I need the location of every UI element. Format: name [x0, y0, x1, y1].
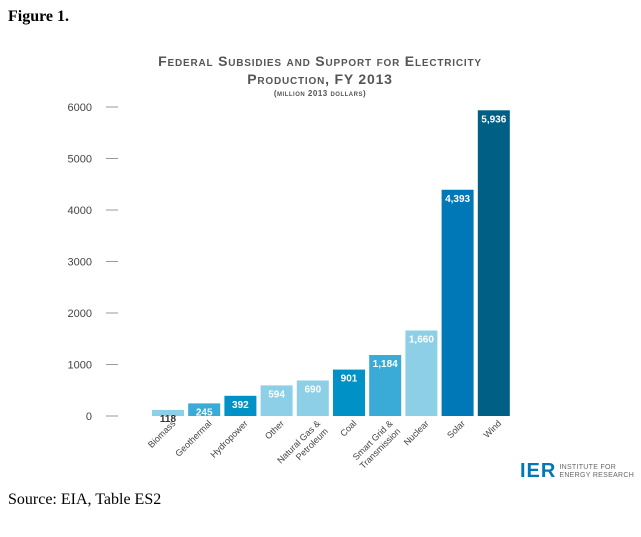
logo-mark: IER [520, 460, 557, 482]
y-tick-label: 6000 [68, 102, 92, 114]
ier-logo: IER INSTITUTE FOR ENERGY RESEARCH [520, 460, 634, 483]
bar [441, 189, 474, 416]
category-label: Coal [338, 418, 358, 438]
bar [224, 395, 257, 416]
category-label: Other [263, 418, 286, 441]
bar-value-label: 1,184 [373, 359, 398, 370]
chart-title-line-1: Federal Subsidies and Support for Electr… [158, 53, 482, 69]
chart-subtitle: (million 2013 dollars) [273, 89, 367, 98]
bar [296, 380, 329, 416]
y-tick-label: 0 [86, 411, 92, 423]
y-tick-label: 3000 [68, 257, 92, 269]
bar [152, 409, 184, 416]
bar-value-label: 392 [232, 400, 249, 411]
category-label: Hydropower [208, 418, 249, 459]
y-tick-label: 4000 [68, 205, 92, 217]
category-label: Smart Grid &Transmission [350, 418, 402, 470]
bar-value-label: 901 [341, 374, 358, 385]
logo-text: INSTITUTE FOR ENERGY RESEARCH [559, 464, 634, 480]
bar [333, 369, 365, 416]
bar-value-label: 245 [196, 407, 213, 418]
category-label: Wind [482, 418, 504, 440]
bar-value-label: 594 [268, 389, 285, 400]
bar [477, 110, 510, 417]
category-label: Solar [445, 418, 467, 440]
bar [260, 385, 293, 416]
logo-text-line-1: INSTITUTE FOR [559, 463, 617, 471]
bar-value-label: 4,393 [445, 194, 470, 205]
bar [188, 403, 221, 416]
chart-title-block: Federal Subsidies and Support for Electr… [100, 52, 540, 98]
figure-label: Figure 1. [8, 8, 70, 25]
chart-title-line-2: Production, FY 2013 [247, 71, 393, 87]
logo-text-line-2: ENERGY RESEARCH [559, 471, 635, 479]
bar-value-label: 118 [160, 414, 177, 425]
source-note: Source: EIA, Table ES2 [8, 491, 162, 508]
bar [369, 355, 402, 416]
category-label: Nuclear [402, 418, 431, 447]
y-tick-label: 5000 [68, 154, 92, 166]
y-tick-label: 2000 [68, 308, 92, 320]
y-tick-label: 1000 [68, 360, 92, 372]
bar-value-label: 1,660 [409, 335, 434, 346]
bar-value-label: 690 [304, 384, 321, 395]
bar [405, 330, 438, 416]
bar-value-label: 5,936 [481, 114, 506, 125]
